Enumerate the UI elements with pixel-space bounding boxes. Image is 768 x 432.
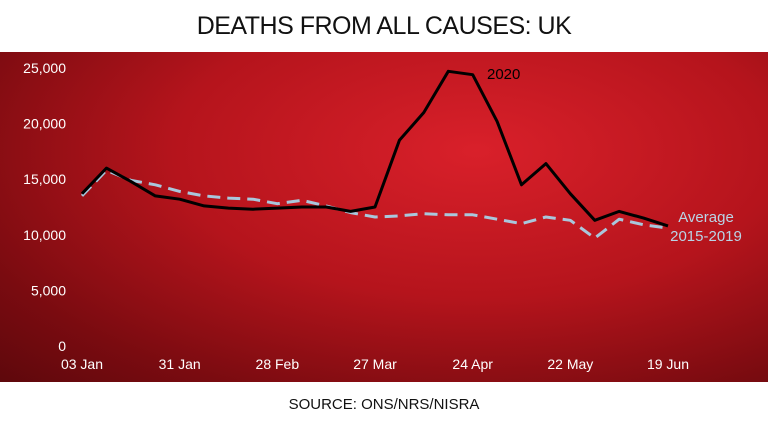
series-line-average bbox=[80, 168, 669, 240]
series-label-average-years: 2015-2019 bbox=[670, 228, 742, 245]
series-label-average: Average bbox=[678, 209, 734, 226]
y-tick-label: 5,000 bbox=[31, 282, 66, 298]
y-tick-label: 0 bbox=[58, 338, 66, 354]
x-tick-label: 31 Jan bbox=[159, 356, 201, 372]
x-tick-label: 27 Mar bbox=[353, 356, 397, 372]
series-label-2020: 2020 bbox=[487, 66, 520, 83]
y-axis-ticks: 25,000 20,000 15,000 10,000 5,000 0 bbox=[23, 60, 66, 354]
series-line-2020 bbox=[80, 69, 669, 228]
y-tick-label: 10,000 bbox=[23, 227, 66, 243]
chart-title: DEATHS FROM ALL CAUSES: UK bbox=[196, 12, 572, 40]
x-tick-label: 28 Feb bbox=[256, 356, 300, 372]
y-tick-label: 25,000 bbox=[23, 60, 66, 76]
y-tick-label: 20,000 bbox=[23, 116, 66, 132]
x-tick-label: 03 Jan bbox=[61, 356, 103, 372]
x-tick-label: 24 Apr bbox=[452, 356, 493, 372]
source-note: SOURCE: ONS/NRS/NISRA bbox=[288, 396, 480, 413]
x-tick-label: 19 Jun bbox=[647, 356, 689, 372]
x-axis-ticks: 03 Jan 31 Jan 28 Feb 27 Mar 24 Apr 22 May 19 J… bbox=[61, 356, 689, 372]
x-tick-label: 22 May bbox=[547, 356, 593, 372]
y-tick-label: 15,000 bbox=[23, 171, 66, 187]
series-lines bbox=[80, 69, 669, 240]
